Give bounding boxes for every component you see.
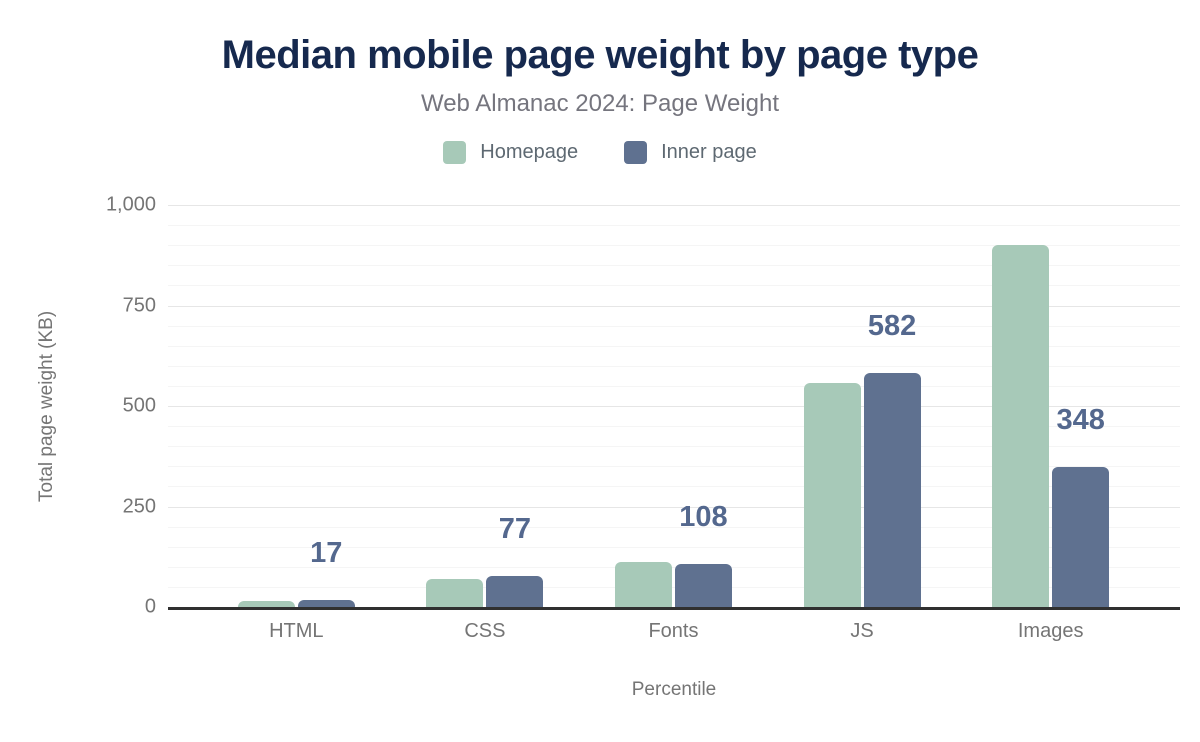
- minor-gridline-350: [168, 466, 1180, 468]
- y-axis-tick-labels: 0 250 500 750 1,000: [0, 194, 156, 618]
- data-label-css: 77: [498, 513, 532, 546]
- minor-gridline-450: [168, 426, 1180, 428]
- x-tick-fonts: Fonts: [648, 620, 699, 642]
- y-tick-750: 750: [122, 294, 156, 316]
- bar-inner-page-fonts: 108: [674, 501, 732, 607]
- bar-inner-page-css: 77: [486, 513, 544, 607]
- minor-gridline-800: [168, 285, 1180, 287]
- bar-groups: 17 77 108 582 348: [168, 205, 1180, 607]
- legend-swatch-inner-page: [624, 141, 648, 164]
- minor-gridline-950: [168, 225, 1180, 227]
- major-gridline-500: [168, 406, 1180, 407]
- bar-homepage-js: [803, 383, 861, 607]
- minor-gridline-300: [168, 486, 1180, 488]
- x-tick-html: HTML: [269, 620, 324, 642]
- minor-gridline-100: [168, 566, 1180, 568]
- y-tick-250: 250: [122, 495, 156, 517]
- legend-item-homepage: Homepage: [443, 141, 578, 164]
- major-gridline-250: [168, 506, 1180, 508]
- minor-gridline-550: [168, 385, 1180, 387]
- minor-gridline-900: [168, 245, 1180, 247]
- bar-homepage-fonts: [614, 561, 672, 607]
- major-gridline-750: [168, 305, 1180, 307]
- minor-gridline-50: [168, 586, 1180, 588]
- minor-gridline-650: [168, 345, 1180, 347]
- bar-inner-page-js: 582: [863, 310, 921, 607]
- data-label-images: 348: [1056, 404, 1105, 437]
- bar-homepage-images: [992, 245, 1050, 607]
- major-gridline-1000: [168, 205, 1180, 206]
- legend: Homepage Inner page: [0, 141, 1200, 164]
- data-label-fonts: 108: [679, 500, 728, 533]
- bar-homepage-html: [237, 600, 295, 607]
- legend-label: Inner page: [661, 141, 757, 163]
- bar-inner-page-html: 17: [297, 537, 355, 607]
- bar-homepage-css: [426, 578, 484, 607]
- bar-inner-page-images: 348: [1052, 404, 1110, 607]
- minor-gridline-150: [168, 546, 1180, 548]
- bar-group-fonts: 108: [579, 205, 768, 607]
- legend-label: Homepage: [480, 141, 579, 163]
- minor-gridline-700: [168, 325, 1180, 327]
- minor-gridline-400: [168, 446, 1180, 448]
- x-axis-title: Percentile: [631, 679, 717, 700]
- chart-subtitle: Web Almanac 2024: Page Weight: [420, 90, 779, 117]
- y-tick-1000: 1,000: [105, 193, 156, 216]
- minor-gridline-600: [168, 365, 1180, 367]
- bar-group-images: 348: [956, 205, 1145, 607]
- minor-gridline-850: [168, 265, 1180, 267]
- bar-group-html: 17: [202, 205, 391, 607]
- legend-swatch-homepage: [443, 141, 467, 164]
- x-tick-images: Images: [1017, 620, 1084, 642]
- x-tick-css: CSS: [464, 620, 506, 642]
- plot-area: 17 77 108 582 348: [168, 205, 1180, 610]
- legend-item-inner-page: Inner page: [624, 141, 757, 164]
- chart-title: Median mobile page weight by page type: [221, 33, 979, 77]
- x-tick-js: JS: [850, 620, 874, 642]
- y-tick-500: 500: [122, 394, 156, 417]
- bar-group-css: 77: [391, 205, 580, 607]
- data-label-js: 582: [867, 310, 917, 343]
- x-axis-tick-labels: HTML CSS Fonts JS Images: [168, 620, 1180, 643]
- y-tick-0: 0: [144, 595, 156, 618]
- bar-group-js: 582: [768, 205, 957, 607]
- data-label-html: 17: [310, 537, 343, 570]
- minor-gridline-200: [168, 526, 1180, 528]
